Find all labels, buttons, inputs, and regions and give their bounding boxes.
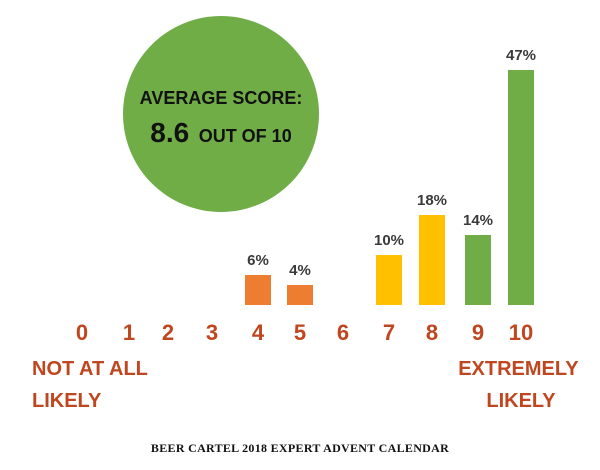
high-end-label-line1: EXTREMELY <box>458 358 579 380</box>
tick-1: 1 <box>123 320 135 345</box>
low-end-label: NOT AT ALL LIKELY <box>32 358 153 412</box>
bar-value-labels: 6% 4% 10% 18% 14% 47% <box>247 47 536 279</box>
bars <box>245 70 534 305</box>
bar-label-9: 14% <box>463 212 493 229</box>
high-end-label-line2: LIKELY <box>486 390 556 412</box>
bar-9 <box>465 235 491 305</box>
tick-5: 5 <box>294 320 306 345</box>
tick-7: 7 <box>383 320 395 345</box>
tick-0: 0 <box>76 320 88 345</box>
bar-7 <box>376 255 402 305</box>
tick-3: 3 <box>206 320 218 345</box>
bar-label-8: 18% <box>417 192 447 209</box>
footer-caption: BEER CARTEL 2018 EXPERT ADVENT CALENDAR <box>151 441 449 455</box>
low-end-label-line2: LIKELY <box>32 390 102 412</box>
average-score-suffix: OUT OF 10 <box>199 126 292 146</box>
average-score-circle <box>123 16 319 212</box>
bar-4 <box>245 275 271 305</box>
tick-8: 8 <box>426 320 438 345</box>
tick-9: 9 <box>472 320 484 345</box>
x-axis-ticks: 0 1 2 3 4 5 6 7 8 9 10 <box>76 320 533 345</box>
bar-8 <box>419 215 445 305</box>
low-end-label-line1: NOT AT ALL <box>32 358 148 380</box>
bar-10 <box>508 70 534 305</box>
tick-4: 4 <box>252 320 265 345</box>
average-score-bubble: AVERAGE SCORE: 8.6 OUT OF 10 <box>123 16 319 212</box>
bar-5 <box>287 285 313 305</box>
bar-label-4: 6% <box>247 252 269 269</box>
bar-label-10: 47% <box>506 47 536 64</box>
tick-6: 6 <box>337 320 349 345</box>
average-score-value: 8.6 <box>150 117 189 148</box>
bar-label-5: 4% <box>289 262 311 279</box>
bar-label-7: 10% <box>374 232 404 249</box>
average-score-title: AVERAGE SCORE: <box>140 88 303 108</box>
tick-10: 10 <box>509 320 533 345</box>
high-end-label: EXTREMELY LIKELY <box>458 358 584 412</box>
tick-2: 2 <box>162 320 174 345</box>
average-score-line: 8.6 OUT OF 10 <box>150 117 291 148</box>
